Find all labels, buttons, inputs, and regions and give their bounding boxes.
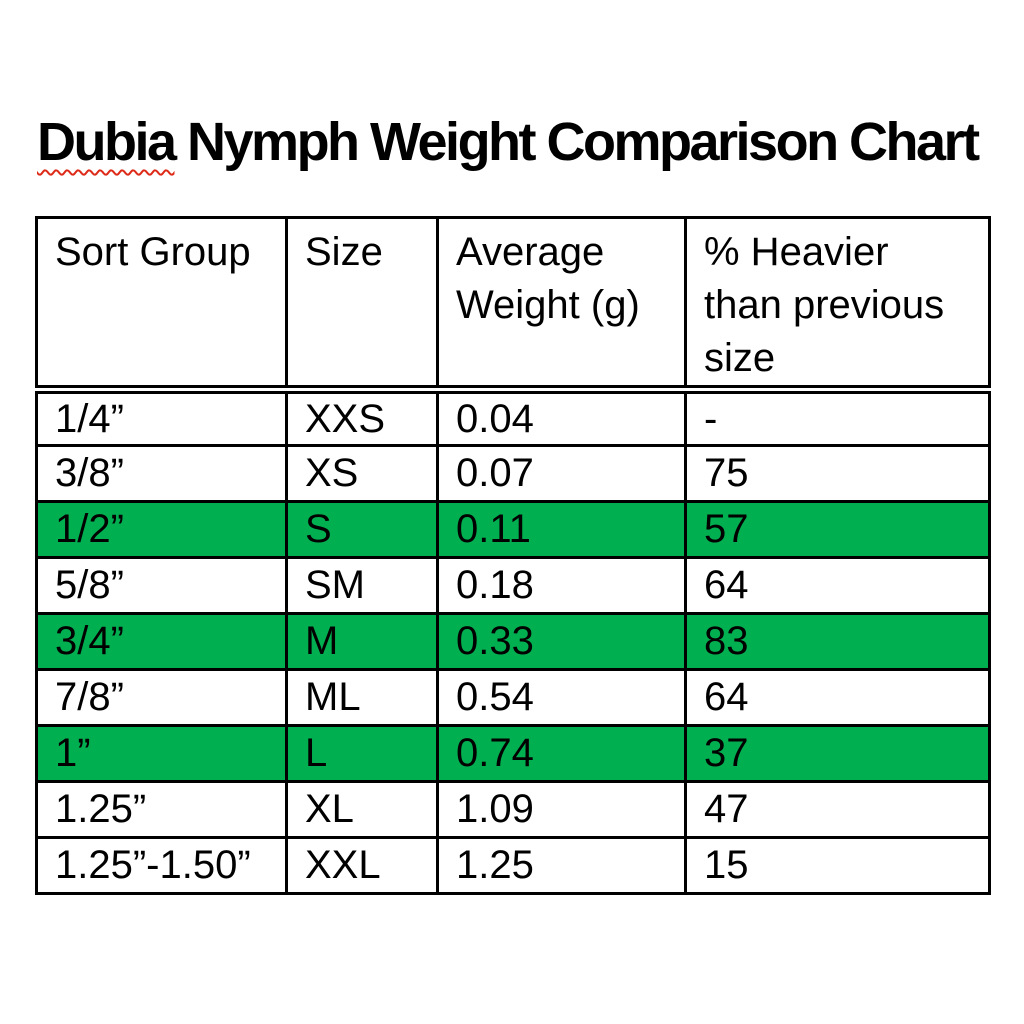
column-header-average-weight: Average Weight (g)	[436, 215, 687, 394]
cell-size: SM	[285, 555, 439, 615]
table-header: Sort Group Size Average Weight (g) % Hea…	[35, 215, 991, 394]
cell-sort-group: 5/8”	[35, 555, 288, 615]
cell-percent-heavier: 64	[684, 555, 991, 615]
cell-size: ML	[285, 667, 439, 727]
column-header-sort-group: Sort Group	[35, 215, 288, 394]
cell-percent-heavier: 15	[684, 835, 991, 895]
column-header-percent-heavier: % Heavier than previous size	[684, 215, 991, 394]
cell-percent-heavier: 57	[684, 499, 991, 559]
cell-average-weight: 1.09	[436, 779, 687, 839]
cell-size: XXL	[285, 835, 439, 895]
column-header-size: Size	[285, 215, 439, 394]
table-row-highlighted: 1” L 0.74 37	[35, 723, 991, 783]
table-row: 1.25”-1.50” XXL 1.25 15	[35, 835, 991, 895]
cell-size: XL	[285, 779, 439, 839]
table-row: 1.25” XL 1.09 47	[35, 779, 991, 839]
table-row-highlighted: 1/2” S 0.11 57	[35, 499, 991, 559]
table-row: 3/8” XS 0.07 75	[35, 443, 991, 503]
table-body: 1/4” XXS 0.04 - 3/8” XS 0.07 75 1/2” S 0…	[35, 387, 991, 895]
cell-average-weight: 0.74	[436, 723, 687, 783]
cell-percent-heavier: -	[684, 387, 991, 447]
cell-percent-heavier: 37	[684, 723, 991, 783]
cell-sort-group: 1/2”	[35, 499, 288, 559]
cell-size: M	[285, 611, 439, 671]
header-row: Sort Group Size Average Weight (g) % Hea…	[35, 215, 991, 394]
cell-sort-group: 3/8”	[35, 443, 288, 503]
cell-average-weight: 1.25	[436, 835, 687, 895]
table-row: 7/8” ML 0.54 64	[35, 667, 991, 727]
cell-sort-group: 1.25”-1.50”	[35, 835, 288, 895]
cell-sort-group: 1.25”	[35, 779, 288, 839]
cell-average-weight: 0.07	[436, 443, 687, 503]
cell-size: XS	[285, 443, 439, 503]
cell-average-weight: 0.18	[436, 555, 687, 615]
title-rest: Nymph Weight Comparison Chart	[174, 112, 980, 172]
cell-size: L	[285, 723, 439, 783]
cell-percent-heavier: 83	[684, 611, 991, 671]
table-row: 5/8” SM 0.18 64	[35, 555, 991, 615]
weight-comparison-table: Sort Group Size Average Weight (g) % Hea…	[35, 215, 991, 895]
cell-sort-group: 7/8”	[35, 667, 288, 727]
cell-average-weight: 0.11	[436, 499, 687, 559]
page-title: Dubia Nymph Weight Comparison Chart	[37, 110, 1024, 175]
cell-size: XXS	[285, 387, 439, 447]
cell-sort-group: 3/4”	[35, 611, 288, 671]
cell-average-weight: 0.04	[436, 387, 687, 447]
cell-percent-heavier: 64	[684, 667, 991, 727]
cell-average-weight: 0.54	[436, 667, 687, 727]
title-word-dubia-misspelling-squiggle: Dubia	[37, 112, 177, 172]
cell-sort-group: 1/4”	[35, 387, 288, 447]
cell-sort-group: 1”	[35, 723, 288, 783]
cell-percent-heavier: 47	[684, 779, 991, 839]
cell-size: S	[285, 499, 439, 559]
table-row-highlighted: 3/4” M 0.33 83	[35, 611, 991, 671]
cell-average-weight: 0.33	[436, 611, 687, 671]
table-row: 1/4” XXS 0.04 -	[35, 387, 991, 447]
cell-percent-heavier: 75	[684, 443, 991, 503]
